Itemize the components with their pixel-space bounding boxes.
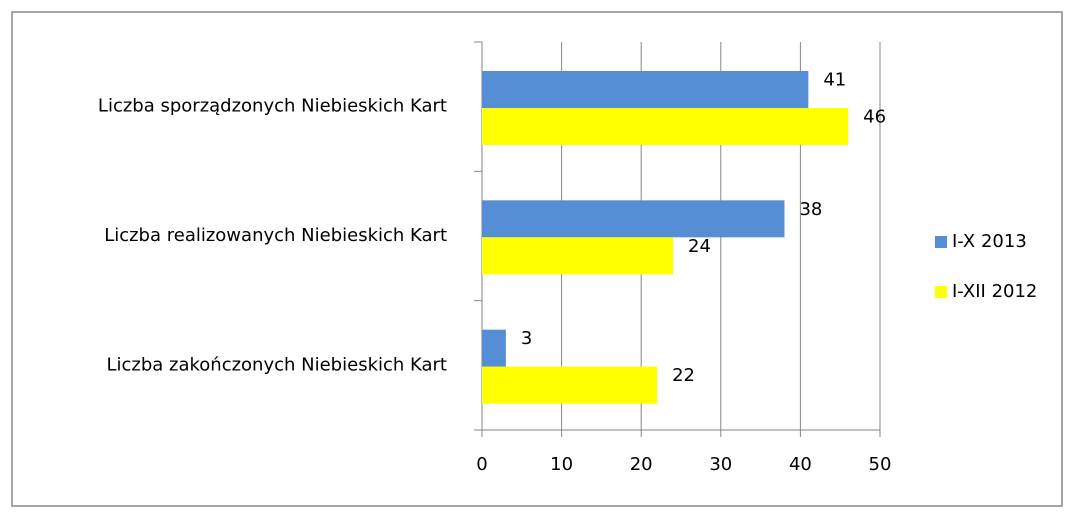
x-tick-label: 30 — [709, 454, 732, 475]
bar — [482, 237, 674, 275]
legend-swatch — [935, 236, 947, 248]
x-tick-label: 10 — [550, 454, 573, 475]
bar — [482, 329, 506, 367]
data-label: 46 — [863, 107, 886, 128]
x-tick-label: 50 — [869, 454, 892, 475]
x-tick-label: 40 — [789, 454, 812, 475]
y-tick-label: Liczba sporządzonych Niebieskich Kart — [98, 96, 447, 117]
y-tick-label: Liczba zakończonych Niebieskich Kart — [106, 354, 447, 375]
data-label: 24 — [688, 236, 711, 257]
legend-swatch — [935, 286, 947, 298]
bar — [482, 366, 658, 404]
bar — [482, 71, 809, 108]
data-label: 22 — [672, 365, 695, 386]
data-label: 41 — [823, 70, 846, 91]
x-tick-label: 0 — [476, 454, 487, 475]
legend-label: I-XII 2012 — [952, 281, 1037, 302]
data-label: 3 — [521, 328, 532, 349]
x-tick-label: 20 — [630, 454, 653, 475]
bar — [482, 108, 849, 145]
legend-label: I-X 2013 — [952, 231, 1027, 252]
data-label: 38 — [799, 199, 822, 220]
y-tick-label: Liczba realizowanych Niebieskich Kart — [104, 225, 447, 246]
bar — [482, 200, 785, 238]
